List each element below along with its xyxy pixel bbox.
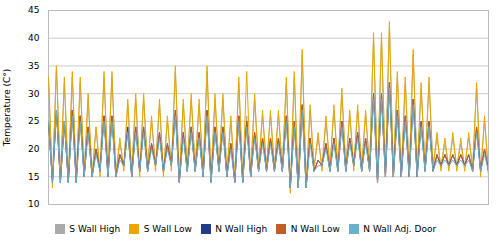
svg-text:25: 25 [28,116,39,126]
svg-text:30: 30 [28,89,40,99]
html-text:S Wall Low: S Wall Low [143,223,192,234]
svg-text:40: 40 [28,33,40,43]
html-text:N Wall High: N Wall High [215,223,268,234]
svg-text:35: 35 [28,61,39,71]
svg-text:20: 20 [28,144,40,154]
html-text:N Wall Low: N Wall Low [290,223,340,234]
html-text:N Wall Adj. Door: N Wall Adj. Door [363,223,437,234]
svg-text:15: 15 [28,172,39,182]
svg-text:Temperature (C°): Temperature (C°) [2,69,12,148]
svg-text:10: 10 [28,199,40,209]
html-text:S Wall High: S Wall High [69,223,121,234]
svg-text:45: 45 [28,5,39,15]
